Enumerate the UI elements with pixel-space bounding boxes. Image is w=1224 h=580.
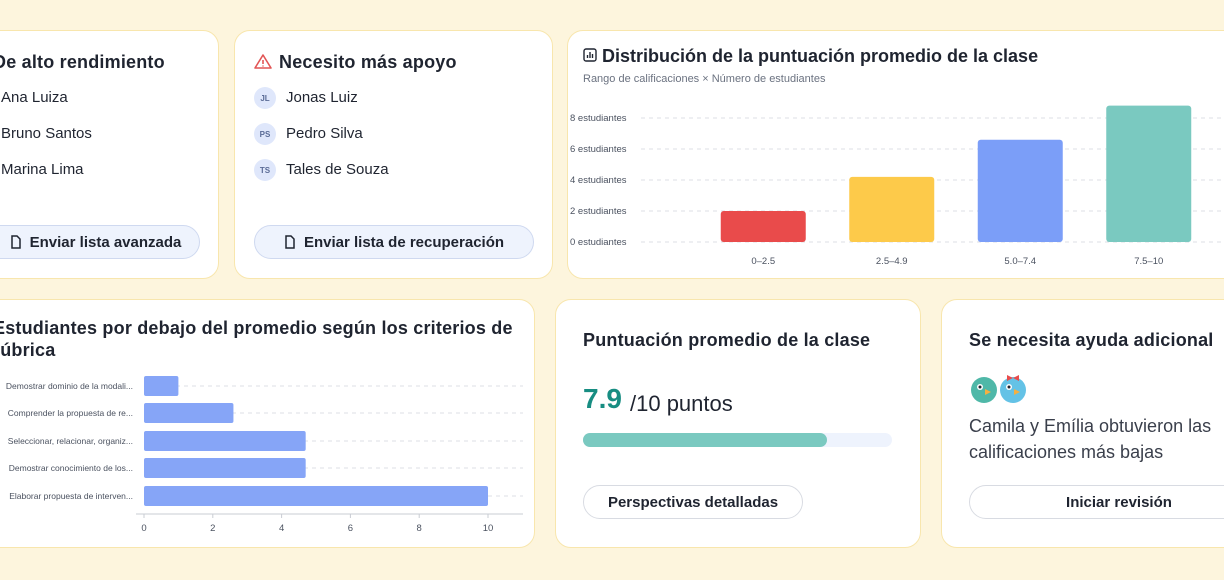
- chart-title: Distribución de la puntuación promedio d…: [602, 46, 1038, 66]
- bar: [849, 176, 935, 242]
- x-tick-label: 4: [279, 523, 284, 534]
- bar: [1106, 105, 1192, 242]
- bar: [144, 376, 179, 396]
- card-title: De alto rendimiento: [0, 52, 165, 72]
- insights-button[interactable]: Perspectivas detalladas: [583, 485, 803, 519]
- average-score: 7.9: [583, 383, 622, 414]
- help-text: Camila y Emília obtuvieron las calificac…: [969, 416, 1212, 462]
- avatar: JL: [254, 87, 276, 109]
- x-tick-label: 8: [417, 523, 422, 534]
- y-tick-label: 8 estudiantes: [570, 113, 627, 124]
- send-advanced-button[interactable]: Enviar lista avanzada: [0, 225, 200, 259]
- high-performers-card: De alto rendimiento Ana Luiza Bruno Sant…: [0, 30, 219, 279]
- avatar: PS: [254, 123, 276, 145]
- y-tick-label: Demostrar conocimiento de los...: [9, 463, 133, 473]
- student: Bruno Santos: [1, 125, 92, 142]
- student: Jonas Luiz: [286, 89, 358, 106]
- x-tick-label: 6: [348, 523, 353, 534]
- y-tick-label: 2 estudiantes: [570, 206, 627, 217]
- progress-track: [583, 433, 892, 447]
- y-tick-label: 6 estudiantes: [570, 144, 627, 155]
- button-label: Enviar lista avanzada: [29, 233, 182, 251]
- student: Tales de Souza: [286, 161, 389, 178]
- bar: [977, 139, 1063, 242]
- y-tick-label: 4 estudiantes: [570, 175, 627, 186]
- chart-icon: [583, 48, 597, 62]
- y-tick-label: Demostrar dominio de la modali...: [6, 381, 133, 391]
- progress-bar: [583, 433, 828, 447]
- card-title: Puntuación promedio de la clase: [583, 330, 871, 350]
- distribution-card: Distribución de la puntuación promedio d…: [567, 30, 1224, 279]
- y-tick-label: Comprender la propuesta de re...: [8, 408, 133, 418]
- y-tick-label: Seleccionar, relacionar, organiz...: [8, 436, 133, 446]
- y-tick-label: 0 estudiantes: [570, 237, 627, 248]
- bar: [144, 486, 488, 506]
- x-tick-label: 10: [483, 523, 494, 534]
- send-recovery-button[interactable]: Enviar lista de recuperación: [254, 225, 534, 259]
- avatar: TS: [254, 159, 276, 181]
- bar: [144, 403, 234, 423]
- bar: [144, 458, 306, 478]
- bar: [720, 211, 806, 242]
- needs-support-card: Necesito más apoyo JL Jonas Luiz PS Pedr…: [234, 30, 553, 279]
- student: Marina Lima: [1, 161, 84, 178]
- button-label: Enviar lista de recuperación: [303, 233, 505, 251]
- chart-title: Estudiantes por debajo del promedio segú…: [0, 318, 513, 360]
- card-title: Se necesita ayuda adicional: [969, 330, 1214, 350]
- extra-help-card: Se necesita ayuda adicional Camila y Emí…: [941, 299, 1224, 548]
- below-average-card: Estudiantes por debajo del promedio segú…: [0, 299, 535, 548]
- doc-icon: [285, 235, 295, 249]
- x-tick-label: 2.5–4.9: [876, 256, 908, 267]
- average-card: Puntuación promedio de la clase 7.9 /10 …: [555, 299, 921, 548]
- card-title: Necesito más apoyo: [279, 52, 457, 72]
- student: Pedro Silva: [286, 125, 363, 142]
- y-tick-label: Elaborar propuesta de interven...: [9, 491, 133, 501]
- x-tick-label: 7.5–10: [1134, 256, 1163, 267]
- x-tick-label: 0–2.5: [751, 256, 775, 267]
- score-scale: /10 puntos: [630, 391, 733, 416]
- criteria-chart: Demostrar dominio de la modali... Compren…: [6, 376, 523, 534]
- button-label: Perspectivas detalladas: [607, 493, 779, 511]
- warning-icon: [254, 54, 272, 69]
- student: Ana Luiza: [1, 89, 68, 106]
- x-tick-label: 2: [210, 523, 215, 534]
- bar: [144, 431, 306, 451]
- distribution-chart: Distribución de la puntuación promedio d…: [570, 46, 1224, 267]
- start-review-button[interactable]: Iniciar revisión: [969, 485, 1224, 519]
- doc-icon: [10, 235, 21, 249]
- student-avatars: [971, 375, 1026, 403]
- x-tick-label: 5.0–7.4: [1004, 256, 1036, 267]
- button-label: Iniciar revisión: [1066, 493, 1172, 511]
- chart-subtitle: Rango de calificaciones × Número de estu…: [583, 73, 826, 85]
- x-tick-label: 0: [141, 523, 146, 534]
